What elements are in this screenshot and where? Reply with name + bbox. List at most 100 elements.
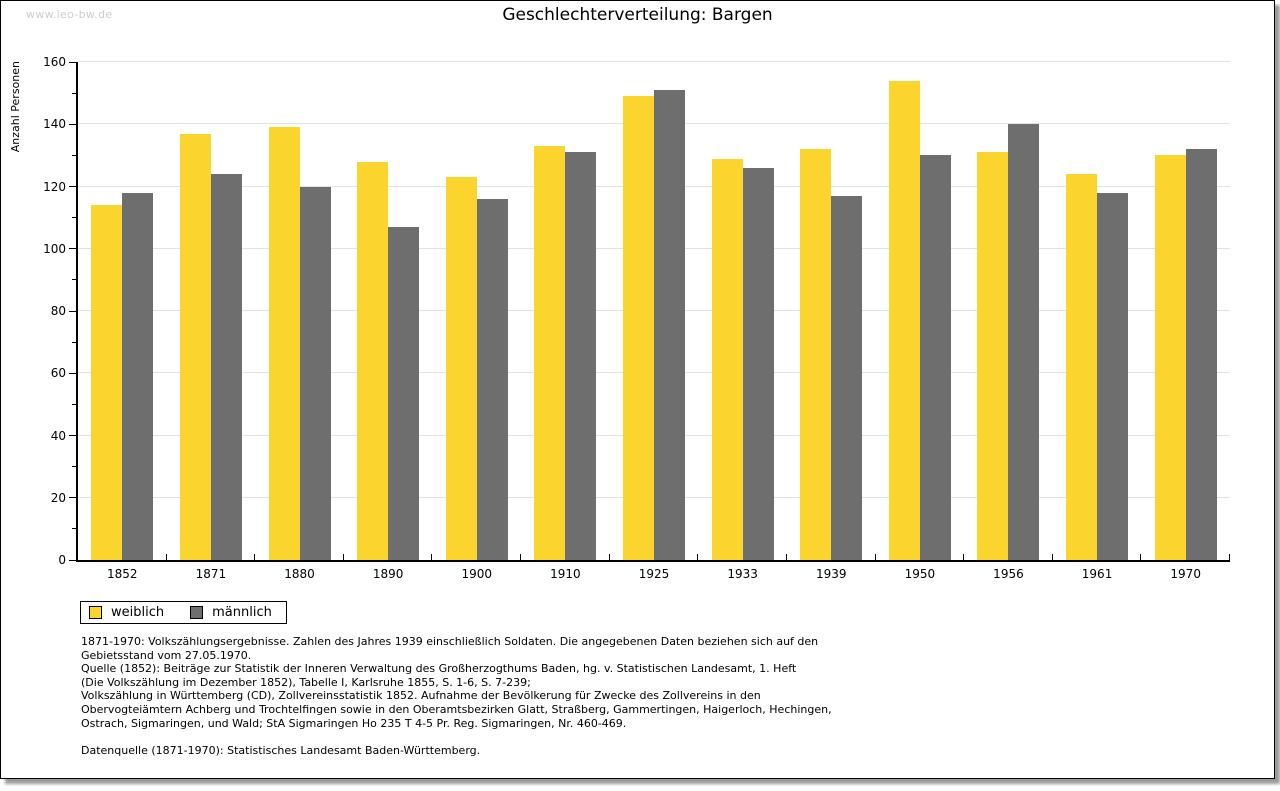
x-axis-tick-3 [342, 554, 344, 560]
bar-group-1961 [1053, 62, 1142, 560]
y-axis-tick-10 [72, 528, 76, 530]
legend: weiblich männlich [80, 601, 287, 624]
legend-item-weiblich: weiblich [89, 605, 164, 620]
x-axis-tick-5 [520, 554, 522, 560]
x-axis-tick-10 [963, 554, 965, 560]
bar-männlich-1871 [210, 174, 242, 560]
bar-männlich-1956 [1008, 124, 1040, 560]
y-axis-tick-20 [69, 497, 76, 499]
x-axis-tick-13 [1229, 554, 1230, 560]
bar-group-1925 [610, 62, 699, 560]
footer-notes: 1871-1970: Volkszählungsergebnisse. Zahl… [81, 635, 1201, 758]
x-axis-line [76, 560, 1230, 562]
footer-line: Obervogteiämtern Achberg und Trochtelfin… [81, 702, 832, 716]
y-axis-tick-label-120: 120 [43, 179, 66, 194]
x-axis-tick-8 [785, 554, 787, 560]
bar-weiblich-1939 [800, 149, 832, 560]
x-axis-tick-2 [254, 554, 256, 560]
x-axis-tick-11 [1051, 554, 1053, 560]
x-axis-tick-12 [1140, 554, 1142, 560]
bar-group-1852 [78, 62, 167, 560]
x-axis-label-1961: 1961 [1081, 567, 1113, 581]
bar-männlich-1961 [1097, 192, 1128, 560]
y-axis-tick-0 [69, 559, 76, 561]
bar-weiblich-1880 [268, 127, 300, 560]
bar-group-1880 [255, 62, 344, 560]
x-axis-label-1950: 1950 [904, 567, 936, 581]
x-axis-tick-6 [608, 554, 610, 560]
y-axis-tick-60 [69, 372, 76, 374]
legend-swatch-maennlich [190, 606, 204, 619]
bar-männlich-1880 [299, 186, 331, 560]
legend-label-weiblich: weiblich [111, 605, 165, 620]
x-axis-tick-4 [431, 554, 433, 560]
y-axis-title: Anzahl Personen [9, 61, 22, 153]
footer-line: 1871-1970: Volkszählungsergebnisse. Zahl… [81, 635, 819, 648]
bar-männlich-1910 [565, 152, 597, 560]
x-axis-label-1900: 1900 [461, 567, 493, 581]
chart-title: Geschlechterverteilung: Bargen [502, 5, 773, 25]
y-axis-tick-80 [69, 310, 76, 312]
y-axis-tick-label-60: 60 [50, 366, 66, 381]
x-axis-tick-1 [165, 554, 167, 560]
y-axis-tick-label-80: 80 [50, 304, 66, 318]
bar-weiblich-1852 [91, 205, 123, 560]
bar-group-1933 [698, 62, 787, 560]
y-axis-tick-140 [69, 123, 76, 125]
bar-group-1910 [521, 62, 610, 560]
datasource-note: Datenquelle (1871-1970): Statistisches L… [81, 744, 481, 758]
bar-männlich-1933 [742, 167, 774, 560]
y-axis-tick-50 [72, 403, 76, 405]
x-axis-tick-7 [697, 554, 699, 560]
y-axis-tick-160 [69, 61, 76, 63]
bar-männlich-1970 [1185, 149, 1217, 560]
y-axis-tick-110 [72, 217, 76, 219]
bar-weiblich-1933 [711, 158, 743, 560]
x-axis-labels: 1852 1871 1880 1890 1900 1910 1925 1933 1939 1950… [78, 567, 1230, 583]
x-axis-label-1871: 1871 [195, 567, 227, 581]
plot-area: 0 20 40 60 80 100 120 140 160 [43, 55, 1230, 567]
y-axis-tick-40 [69, 435, 76, 436]
footer-line: Ostrach, Sigmaringen, und Wald; StA Sigm… [81, 716, 627, 730]
y-axis-line [76, 62, 78, 562]
bar-group-1970 [1141, 62, 1230, 560]
bars-container [78, 62, 1230, 560]
x-axis-label-1933: 1933 [727, 567, 758, 581]
bar-männlich-1852 [122, 192, 154, 560]
bar-weiblich-1961 [1066, 174, 1097, 560]
y-axis-tick-label-0: 0 [58, 553, 66, 567]
bar-group-1890 [344, 62, 433, 560]
y-axis-tick-100 [69, 248, 76, 250]
y-axis-tick-70 [72, 341, 76, 343]
y-axis-tick-label-40: 40 [50, 428, 66, 443]
bar-weiblich-1956 [977, 152, 1009, 560]
x-axis-label-1910: 1910 [550, 567, 581, 581]
bar-weiblich-1871 [179, 133, 211, 560]
legend-item-maennlich: männlich [190, 605, 272, 620]
bar-männlich-1939 [831, 195, 863, 560]
watermark-leo-bw: www.leo-bw.de [26, 8, 113, 21]
bar-weiblich-1910 [534, 146, 566, 560]
x-axis-label-1852: 1852 [107, 567, 138, 581]
footer-line: Quelle (1852): Beiträge zur Statistik de… [81, 662, 797, 676]
x-axis-label-1880: 1880 [284, 567, 315, 581]
bar-weiblich-1925 [622, 96, 654, 560]
x-axis-label-1956: 1956 [993, 567, 1024, 581]
y-axis-tick-label-20: 20 [50, 490, 66, 505]
y-axis-tick-90 [72, 279, 76, 281]
gridline-160 [78, 61, 1230, 62]
bar-group-1871 [167, 62, 256, 560]
bar-weiblich-1970 [1154, 155, 1186, 560]
bar-männlich-1890 [388, 226, 420, 560]
y-axis-tick-label-160: 160 [43, 55, 66, 69]
y-axis-tick-150 [72, 92, 76, 94]
footer-line: (Die Volkszählung im Dezember 1852), Tab… [81, 675, 531, 689]
legend-label-maennlich: männlich [212, 605, 272, 620]
bar-weiblich-1900 [445, 177, 477, 560]
bar-männlich-1950 [919, 155, 951, 560]
y-axis-tick-130 [72, 154, 76, 156]
y-axis-tick-30 [72, 466, 76, 468]
bar-männlich-1925 [653, 90, 685, 560]
x-axis-label-1970: 1970 [1170, 567, 1201, 581]
bar-group-1950 [875, 62, 964, 560]
